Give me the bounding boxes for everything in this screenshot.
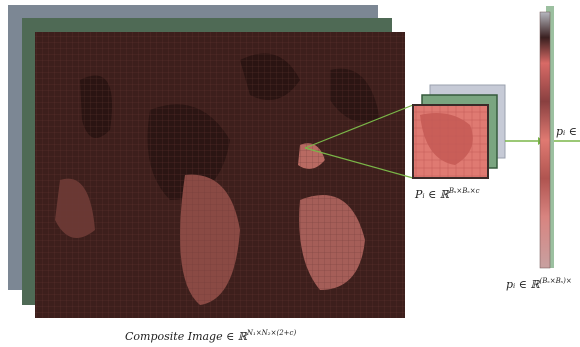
patch-front xyxy=(413,105,488,178)
patch-label: Pᵢ ∈ ℝBₛ×Bₛ×c xyxy=(414,187,480,201)
output-label: pᵢ ∈ xyxy=(556,125,577,138)
layer-front xyxy=(35,32,405,318)
vector-label: pᵢ ∈ ℝ(Bₛ×Bₛ)× xyxy=(506,277,572,291)
composite-label: Composite Image ∈ ℝN₁×N₂×(2+c) xyxy=(125,329,296,343)
diagram: Composite Image ∈ ℝN₁×N₂×(2+c) Pᵢ ∈ ℝBₛ×… xyxy=(0,0,580,347)
vector-strip xyxy=(540,12,550,268)
